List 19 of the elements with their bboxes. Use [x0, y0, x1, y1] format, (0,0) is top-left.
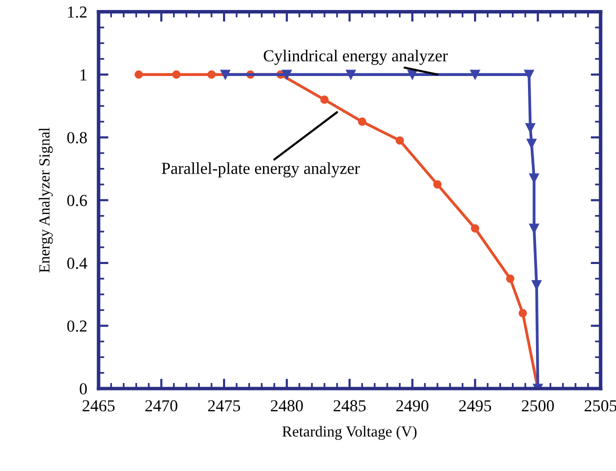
- annotation: Cylindrical energy analyzer: [264, 50, 448, 65]
- x-tick-label: 2480: [270, 400, 303, 412]
- x-tick-label: 2490: [396, 400, 428, 412]
- y-tick-label: 0.2: [67, 320, 87, 332]
- y-tick-label: 1: [80, 69, 86, 80]
- x-tick-label: 2475: [208, 400, 240, 412]
- annotation: Parallel-plate energy analyzer: [162, 162, 360, 178]
- x-axis-title: Retarding Voltage (V): [282, 426, 417, 440]
- y-tick-label: 0.4: [67, 258, 88, 269]
- x-tick-label: 2465: [82, 400, 115, 412]
- x-tick-label: 2485: [334, 400, 366, 412]
- y-tick-label: 0.8: [67, 132, 87, 144]
- y-tick-label: 1.2: [68, 6, 87, 18]
- x-tick-label: 2495: [459, 400, 492, 412]
- x-tick-label: 2500: [522, 400, 554, 412]
- y-axis-title: Energy Analyzer Signal: [38, 128, 53, 273]
- x-tick-label: 2470: [145, 400, 178, 412]
- y-tick-label: 0: [80, 383, 87, 395]
- y-tick-label: 0.6: [67, 194, 87, 206]
